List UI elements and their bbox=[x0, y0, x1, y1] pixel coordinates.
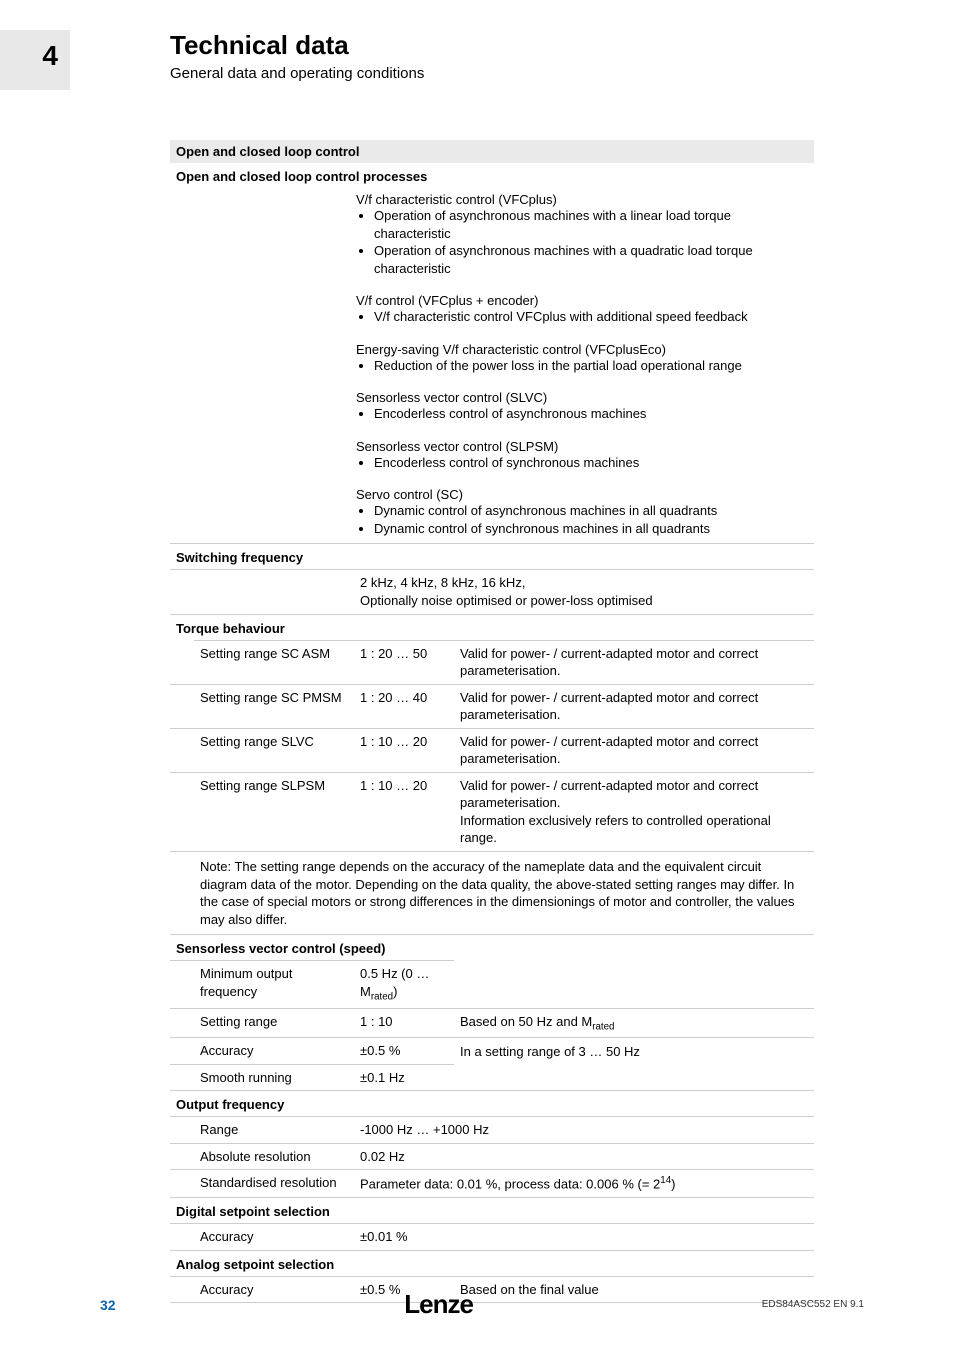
brand-logo: Lenze bbox=[404, 1289, 473, 1320]
table-row-value: 1 : 10 … 20 bbox=[354, 772, 454, 851]
proc-block-title: Servo control (SC) bbox=[356, 487, 808, 502]
main-content: Open and closed loop control Open and cl… bbox=[170, 140, 814, 1303]
section-open-closed-heading: Open and closed loop control bbox=[170, 140, 814, 163]
proc-block-title: V/f control (VFCplus + encoder) bbox=[356, 293, 808, 308]
digital-accuracy-label: Accuracy bbox=[194, 1224, 354, 1250]
smooth-label: Smooth running bbox=[194, 1064, 354, 1090]
range-value: -1000 Hz … +1000 Hz bbox=[354, 1117, 814, 1144]
proc-block-bullet: Reduction of the power loss in the parti… bbox=[374, 357, 808, 375]
std-label: Standardised resolution bbox=[194, 1170, 354, 1197]
page-number: 32 bbox=[100, 1297, 116, 1313]
accuracy-label: Accuracy bbox=[194, 1038, 354, 1065]
setting-range-value: 1 : 10 bbox=[354, 1008, 454, 1038]
range-label: Range bbox=[194, 1117, 354, 1144]
proc-block-title: V/f characteristic control (VFCplus) bbox=[356, 192, 808, 207]
digital-setpoint-heading: Digital setpoint selection bbox=[170, 1197, 814, 1223]
range-desc: In a setting range of 3 … 50 Hz bbox=[454, 1038, 814, 1065]
accuracy-value: ±0.5 % bbox=[354, 1038, 454, 1065]
proc-block-bullet: Encoderless control of asynchronous mach… bbox=[374, 405, 808, 423]
proc-block-bullet: Dynamic control of synchronous machines … bbox=[374, 520, 808, 538]
switching-frequency-heading: Switching frequency bbox=[170, 543, 814, 569]
page-title: Technical data bbox=[170, 30, 424, 61]
table-row-desc: Valid for power- / current-adapted motor… bbox=[454, 684, 814, 728]
table-row-value: 1 : 10 … 20 bbox=[354, 728, 454, 772]
proc-block-bullet: Encoderless control of synchronous machi… bbox=[374, 454, 808, 472]
page-footer: 32 Lenze EDS84ASC552 EN 9.1 bbox=[0, 1289, 954, 1320]
switching-frequency-line2: Optionally noise optimised or power-loss… bbox=[360, 592, 808, 610]
digital-accuracy-value: ±0.01 % bbox=[354, 1224, 814, 1250]
table-row-label: Setting range SLPSM bbox=[194, 772, 354, 851]
abs-label: Absolute resolution bbox=[194, 1143, 354, 1170]
std-value: Parameter data: 0.01 %, process data: 0.… bbox=[354, 1170, 814, 1197]
proc-block-bullet: V/f characteristic control VFCplus with … bbox=[374, 308, 808, 326]
setting-range-label: Setting range bbox=[194, 1008, 354, 1038]
min-output-label: Minimum output frequency bbox=[194, 961, 354, 1008]
analog-setpoint-heading: Analog setpoint selection bbox=[170, 1250, 814, 1276]
table-row-value: 1 : 20 … 50 bbox=[354, 640, 454, 684]
setting-range-desc: Based on 50 Hz and Mrated bbox=[454, 1008, 814, 1038]
processes-heading: Open and closed loop control processes bbox=[170, 163, 814, 188]
table-row-label: Setting range SLVC bbox=[194, 728, 354, 772]
page-subtitle: General data and operating conditions bbox=[170, 65, 424, 82]
min-output-value: 0.5 Hz (0 … Mrated) bbox=[354, 961, 454, 1008]
slvc-speed-heading: Sensorless vector control (speed) bbox=[170, 934, 814, 960]
proc-block-bullet: Operation of asynchronous machines with … bbox=[374, 207, 808, 242]
table-row-desc: Valid for power- / current-adapted motor… bbox=[454, 772, 814, 851]
proc-block-title: Sensorless vector control (SLVC) bbox=[356, 390, 808, 405]
chapter-number: 4 bbox=[0, 30, 70, 90]
table-row-label: Setting range SC ASM bbox=[194, 640, 354, 684]
proc-block-title: Sensorless vector control (SLPSM) bbox=[356, 439, 808, 454]
table-row-value: 1 : 20 … 40 bbox=[354, 684, 454, 728]
smooth-value: ±0.1 Hz bbox=[354, 1064, 454, 1090]
abs-value: 0.02 Hz bbox=[354, 1143, 814, 1170]
doc-id: EDS84ASC552 EN 9.1 bbox=[762, 1299, 864, 1310]
switching-frequency-line1: 2 kHz, 4 kHz, 8 kHz, 16 kHz, bbox=[360, 574, 808, 592]
table-row-desc: Valid for power- / current-adapted motor… bbox=[454, 640, 814, 684]
table-row-label: Setting range SC PMSM bbox=[194, 684, 354, 728]
proc-block-title: Energy-saving V/f characteristic control… bbox=[356, 342, 808, 357]
table-row-desc: Valid for power- / current-adapted motor… bbox=[454, 728, 814, 772]
proc-block-bullet: Dynamic control of asynchronous machines… bbox=[374, 502, 808, 520]
torque-note: Note: The setting range depends on the a… bbox=[170, 851, 814, 934]
output-freq-heading: Output frequency bbox=[170, 1090, 814, 1116]
proc-block-bullet: Operation of asynchronous machines with … bbox=[374, 242, 808, 277]
torque-heading: Torque behaviour bbox=[170, 614, 814, 640]
